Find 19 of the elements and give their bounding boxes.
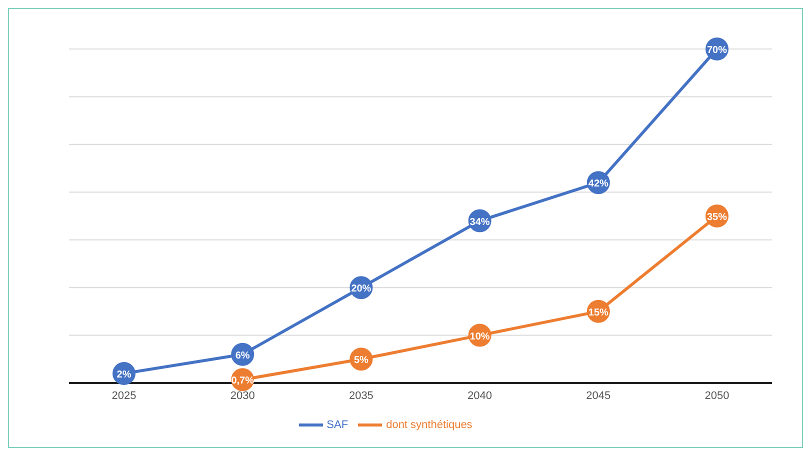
x-tick-label: 2050 [704, 390, 730, 402]
data-label: 10% [470, 331, 490, 342]
data-label: 42% [588, 178, 609, 190]
legend-label: dont synthétiques [386, 418, 472, 431]
legend-label: SAF [326, 418, 348, 431]
x-tick-label: 2040 [468, 390, 492, 402]
data-label: 5% [354, 355, 369, 366]
data-label: 35% [706, 212, 728, 223]
x-tick-label: 2035 [348, 390, 374, 402]
x-tick-label: 2025 [112, 390, 136, 402]
data-label: 0,7% [231, 376, 254, 387]
data-label: 20% [351, 284, 372, 295]
data-label: 34% [470, 216, 490, 228]
data-label: 70% [706, 45, 728, 56]
data-label: 15% [588, 307, 609, 318]
data-label: 2% [116, 369, 132, 380]
x-tick-label: 2030 [230, 390, 255, 402]
x-tick-label: 2045 [586, 390, 611, 402]
data-label: 6% [235, 350, 250, 362]
